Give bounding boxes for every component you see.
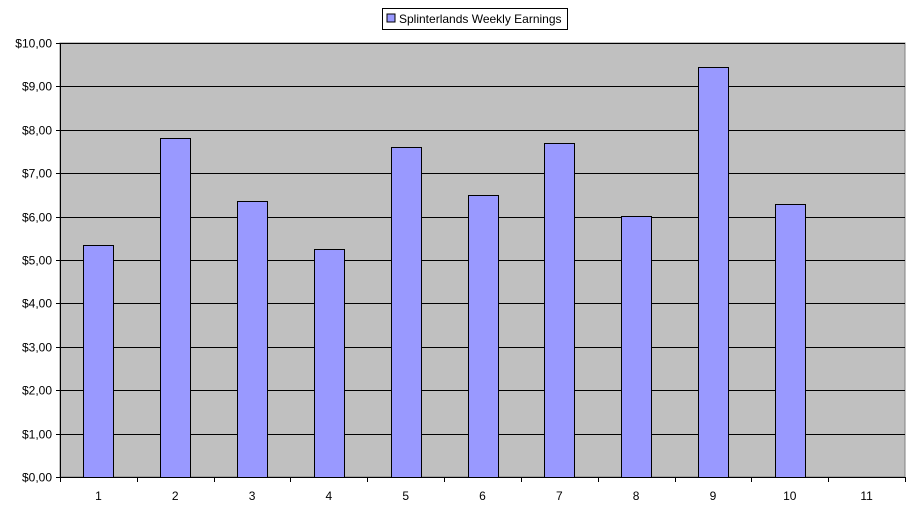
legend-box	[382, 8, 568, 30]
y-tick-label: $0,00	[22, 471, 52, 485]
x-tick-label: 2	[172, 489, 179, 503]
y-tick-label: $1,00	[22, 428, 52, 442]
bar	[391, 147, 422, 478]
bar	[698, 67, 729, 478]
x-tick-label: 6	[479, 489, 486, 503]
x-tick-label: 8	[633, 489, 640, 503]
y-tick-label: $7,00	[22, 167, 52, 181]
bar	[83, 245, 114, 478]
y-tick-label: $2,00	[22, 384, 52, 398]
x-tick-label: 4	[326, 489, 333, 503]
x-tick-label: 5	[402, 489, 409, 503]
y-tick-label: $9,00	[22, 80, 52, 94]
y-tick-label: $4,00	[22, 297, 52, 311]
x-tick-label: 10	[783, 489, 797, 503]
legend-label: Splinterlands Weekly Earnings	[399, 12, 562, 26]
bar	[237, 201, 268, 478]
y-tick-label: $3,00	[22, 341, 52, 355]
x-tick-label: 7	[556, 489, 563, 503]
axes	[60, 43, 905, 478]
x-tick-label: 11	[860, 489, 873, 503]
gridlines	[60, 43, 905, 435]
bar	[314, 249, 345, 478]
legend-swatch	[386, 13, 396, 23]
bar	[544, 143, 575, 478]
legend: Splinterlands Weekly Earnings	[382, 8, 568, 30]
bar	[160, 138, 191, 478]
y-tick-label: $6,00	[22, 211, 52, 225]
bar	[775, 204, 806, 478]
y-tick-label: $5,00	[22, 254, 52, 268]
x-tick-label: 1	[95, 489, 102, 503]
x-axis-ticks: 1 2 3 4 5 6 7 8 9 10 11	[60, 477, 906, 503]
bar	[468, 195, 499, 478]
y-tick-label: $10,00	[15, 37, 52, 51]
x-tick-label: 3	[249, 489, 256, 503]
x-tick-label: 9	[710, 489, 717, 503]
y-axis-ticks: $0,00 $1,00 $2,00 $3,00 $4,00 $5,00 $6,00 $7,00…	[15, 37, 60, 485]
bar	[621, 216, 652, 478]
y-tick-label: $8,00	[22, 124, 52, 138]
